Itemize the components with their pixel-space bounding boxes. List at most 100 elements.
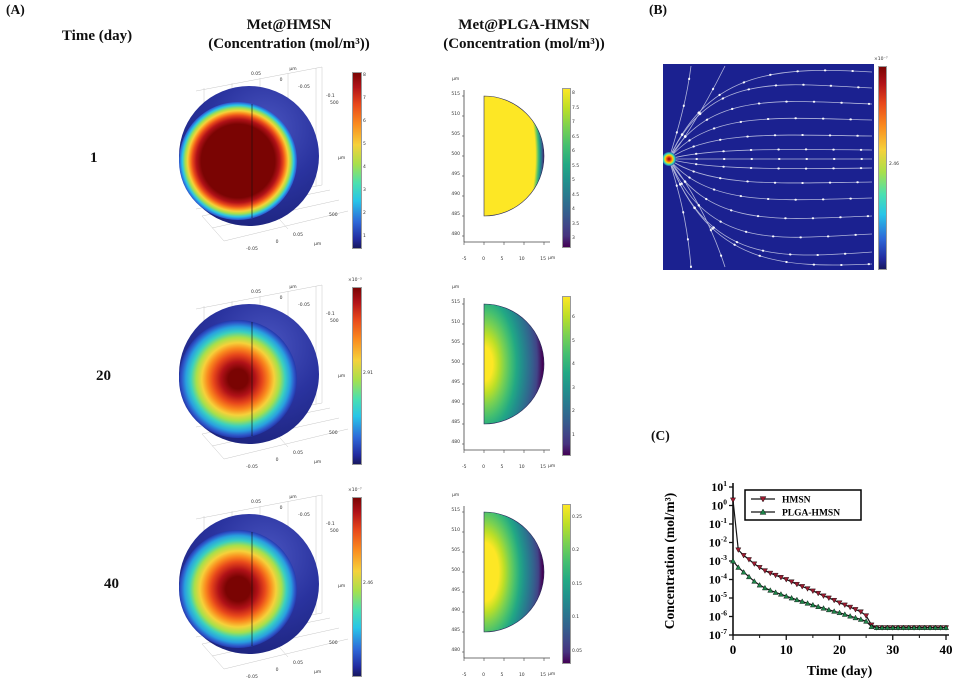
- axis-unit: µm: [314, 670, 321, 675]
- tick-label: 1: [363, 234, 366, 240]
- tick-label: 10: [518, 673, 525, 678]
- tick-label: 3: [572, 236, 575, 242]
- tick-label: 0.25: [572, 515, 583, 520]
- tick-label: 4: [572, 207, 575, 213]
- colorbar-jet-day20: [352, 287, 362, 465]
- axis-unit: µm: [289, 67, 296, 72]
- tick-label: 490: [451, 608, 460, 614]
- axis-tick: 0.05: [293, 232, 303, 238]
- yaxis-unit: µm: [452, 77, 460, 82]
- colorbar-viridis-day20: [562, 296, 571, 456]
- tick-label: 5: [500, 465, 504, 470]
- tick-label: 485: [451, 628, 460, 634]
- sphere3d-day20-plot: 0.05 0 -0.05 µm -0.1 500 µm 500 0.05 0 -…: [179, 284, 349, 470]
- tick-label: 5: [500, 257, 504, 262]
- tick-label: 15: [540, 465, 546, 470]
- tick-label: 515: [451, 92, 460, 97]
- tick-label: 510: [451, 112, 460, 118]
- tick-label: 0.15: [572, 581, 583, 587]
- colorbar-viridis-day1: [562, 88, 571, 248]
- axis-tick: 500: [330, 318, 339, 324]
- plga-header-line2: (Concentration (mol/m³)): [443, 35, 605, 52]
- axis-tick: 0: [276, 667, 279, 673]
- svg-text:40: 40: [940, 642, 953, 657]
- semicircle-day40-plot: [462, 506, 550, 661]
- axis-tick: -0.05: [298, 84, 310, 90]
- axis-tick: 0.05: [251, 499, 261, 505]
- tick-label: 0.05: [572, 648, 583, 654]
- axis-tick: -0.05: [298, 512, 310, 518]
- tick-label: 505: [451, 340, 460, 346]
- svg-text:10-2: 10-2: [709, 535, 727, 550]
- tick-label: 2: [363, 211, 366, 217]
- svg-text:0: 0: [730, 642, 737, 657]
- tick-label: 15: [540, 257, 546, 262]
- axis-tick: -0.05: [298, 302, 310, 308]
- axis-tick: -0.1: [326, 521, 335, 527]
- svg-text:10-6: 10-6: [709, 609, 727, 624]
- axis-unit: µm: [338, 156, 345, 161]
- colorbar-ticks: 0.25 0.2 0.15 0.1 0.05: [572, 515, 586, 654]
- xaxis-ticks: -5 0 5 10 15: [462, 673, 546, 678]
- svg-text:10: 10: [780, 642, 793, 657]
- colorbar-ticks: 8 7.5 7 6.5 6 5.5 5 4.5 4 3.5 3: [572, 91, 586, 242]
- tick-label: 10: [518, 257, 525, 262]
- axis-tick: 0.05: [251, 289, 261, 295]
- axis-tick: -0.05: [246, 464, 258, 470]
- panel-b-colorbar-mid: 2.46: [889, 162, 900, 167]
- plga-header-line1: Met@PLGA-HMSN: [458, 17, 590, 33]
- xaxis-ticks: -5 0 5 10 15: [462, 465, 546, 470]
- tick-label: 6: [572, 149, 575, 155]
- tick-label: 480: [451, 440, 460, 446]
- tick-label: 5: [363, 142, 366, 148]
- tick-label: 495: [451, 172, 460, 178]
- tick-label: 505: [451, 548, 460, 554]
- tick-label: 8: [572, 91, 575, 96]
- panel-b-label: (B): [649, 2, 667, 17]
- plga-column-header: Met@PLGA-HMSN (Concentration (mol/m³)): [418, 16, 630, 54]
- axis-tick: 500: [330, 528, 339, 534]
- sphere3d-day1-plot: 0.05 0 -0.05 µm -0.1 500 µm 500 0.05 0 -…: [179, 66, 349, 252]
- tick-label: 515: [451, 508, 460, 513]
- hmsn-column-header: Met@HMSN (Concentration (mol/m³)): [183, 16, 395, 54]
- yaxis-unit: µm: [452, 493, 460, 498]
- axis-tick: 0.05: [293, 660, 303, 666]
- axis-tick: 0: [276, 239, 279, 245]
- tick-label: 0: [482, 257, 485, 262]
- axis-tick: -0.05: [246, 674, 258, 680]
- semicircle-day20-plot: [462, 298, 550, 453]
- svg-text:HMSN: HMSN: [782, 496, 811, 506]
- panel-b-colorbar: [878, 66, 887, 270]
- tick-label: 500: [451, 152, 460, 158]
- semicircle-day1-plot: [462, 90, 550, 245]
- tick-label: 7.5: [572, 105, 580, 111]
- tick-label: 0: [482, 673, 485, 678]
- tick-label: 3: [363, 188, 366, 194]
- yaxis-unit: µm: [452, 285, 460, 290]
- semicircle-day1-block: µm 515 510 505 500 495 490 485 480 -5 0 5 10 15: [446, 77, 606, 274]
- xaxis-unit: µm: [548, 256, 556, 261]
- xaxis-unit: µm: [548, 672, 556, 677]
- panel-c-chart: 101 100 10-1 10-2 10-3 10-4 10-5 10-6 10-70 10 20 3…: [662, 479, 953, 679]
- colorbar-viridis-day40: [562, 504, 571, 664]
- axis-unit: µm: [338, 584, 345, 589]
- tick-label: 5: [572, 178, 575, 184]
- tick-label: 510: [451, 528, 460, 534]
- hmsn-header-line2: (Concentration (mol/m³)): [208, 35, 370, 52]
- tick-label: 495: [451, 380, 460, 386]
- tick-label: 4: [363, 165, 366, 171]
- time-label-day20: 20: [96, 368, 111, 384]
- colorbar-mid-day20: 2.91: [363, 371, 374, 376]
- axis-tick: 0: [280, 295, 283, 301]
- axis-tick: -0.1: [326, 311, 335, 317]
- point-source: [663, 152, 676, 166]
- tick-label: 2: [572, 409, 575, 414]
- tick-label: 480: [451, 232, 460, 238]
- tick-label: 15: [540, 673, 546, 678]
- tick-label: 505: [451, 132, 460, 138]
- colorbar-ticks-day1: 8 7 6 5 4 3 2 1: [363, 73, 375, 240]
- axis-tick: 0.05: [251, 71, 261, 77]
- hmsn-header-line1: Met@HMSN: [246, 17, 332, 33]
- axis-tick: 0.05: [293, 450, 303, 456]
- sphere3d-day40-plot: 0.05 0 -0.05 µm -0.1 500 µm 500 0.05 0 -…: [179, 494, 349, 680]
